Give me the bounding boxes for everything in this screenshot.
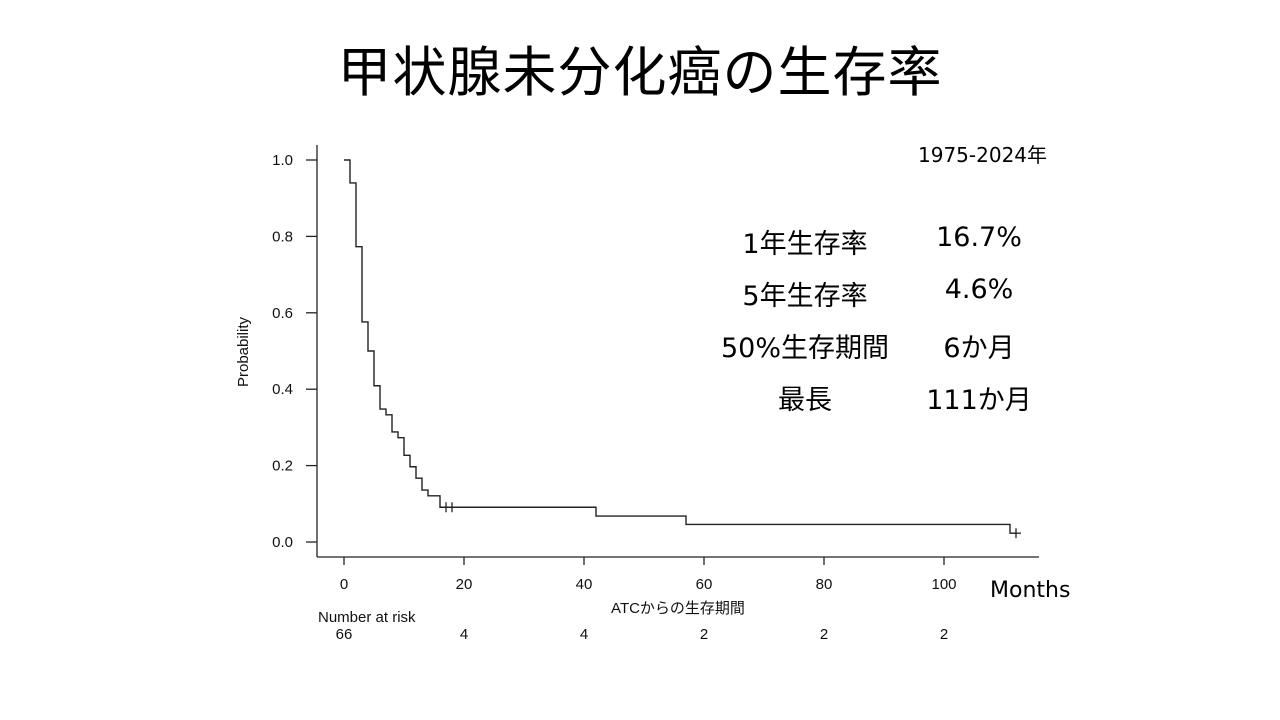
stat-value: 6か月 <box>943 333 1015 364</box>
y-tick-label: 0.2 <box>272 458 293 475</box>
risk-count: 66 <box>336 626 353 643</box>
stat-label: 1年生存率 <box>742 229 868 260</box>
censor-marks <box>445 502 1021 539</box>
risk-count: 4 <box>580 626 588 643</box>
number-at-risk-label: Number at risk <box>318 609 416 626</box>
stat-label: 5年生存率 <box>742 281 868 312</box>
x-tick-label: 60 <box>696 576 713 593</box>
stat-row-5year: 5年生存率 4.6% <box>700 274 1060 326</box>
stat-value: 16.7% <box>936 222 1022 253</box>
x-tick-label: 0 <box>340 576 348 593</box>
x-tick-label: 100 <box>931 576 956 593</box>
x-tick-label: 20 <box>456 576 473 593</box>
y-tick-label: 0.8 <box>272 228 293 245</box>
y-tick-label: 0.0 <box>272 534 293 551</box>
chart-axes <box>316 145 1039 558</box>
x-tick-label: 80 <box>816 576 833 593</box>
y-tick-label: 1.0 <box>272 152 293 169</box>
x-tick-label: 40 <box>576 576 593 593</box>
survival-stats: 1年生存率 16.7% 5年生存率 4.6% 50%生存期間 6か月 最長 11… <box>700 222 1060 430</box>
stat-row-1year: 1年生存率 16.7% <box>700 222 1060 274</box>
x-axis-ticks: 0 20 40 60 80 100 <box>340 557 957 593</box>
survival-curve <box>344 159 1016 534</box>
stat-value: 111か月 <box>926 385 1032 416</box>
risk-count: 2 <box>700 626 708 643</box>
period-label: 1975-2024年 <box>918 143 1048 167</box>
number-at-risk-values: 66 4 4 2 2 2 <box>336 626 949 643</box>
y-axis-ticks: 0.0 0.2 0.4 0.6 0.8 1.0 <box>272 152 317 551</box>
slide-title: 甲状腺未分化癌の生存率 <box>337 41 943 104</box>
y-axis-title: Probability <box>235 316 252 387</box>
stat-value: 4.6% <box>944 274 1014 305</box>
x-unit-label: Months <box>990 578 1071 603</box>
risk-count: 2 <box>820 626 828 643</box>
stat-row-median: 50%生存期間 6か月 <box>700 326 1060 378</box>
risk-count: 4 <box>460 626 468 643</box>
y-tick-label: 0.4 <box>272 381 293 398</box>
risk-count: 2 <box>940 626 948 643</box>
stat-row-longest: 最長 111か月 <box>700 378 1060 430</box>
y-tick-label: 0.6 <box>272 305 293 322</box>
stat-label: 50%生存期間 <box>720 333 889 364</box>
stat-label: 最長 <box>778 385 832 416</box>
x-axis-title: ATCからの生存期間 <box>611 600 745 617</box>
